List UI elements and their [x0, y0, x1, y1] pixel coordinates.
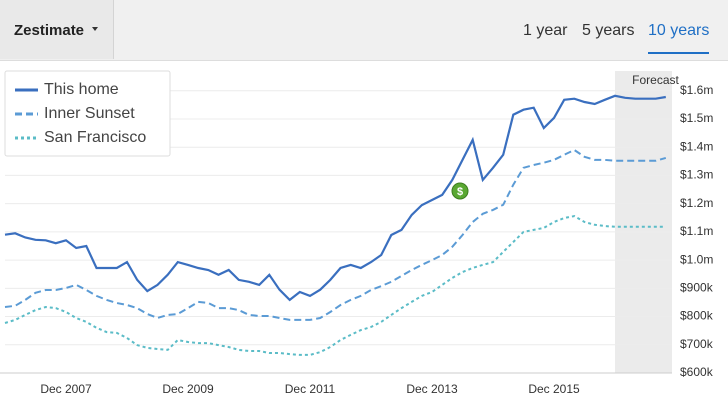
- legend-label: Inner Sunset: [44, 105, 135, 122]
- x-tick-label: Dec 2015: [528, 382, 580, 396]
- x-tick-label: Dec 2007: [40, 382, 92, 396]
- x-tick-label: Dec 2011: [285, 382, 336, 396]
- y-tick-label: $1.4m: [680, 139, 713, 153]
- y-tick-label: $1.2m: [680, 196, 713, 210]
- y-tick-label: $1.5m: [680, 111, 713, 125]
- series-line: [4, 215, 666, 356]
- forecast-label: Forecast: [632, 73, 679, 87]
- y-tick-label: $1.6m: [680, 83, 713, 97]
- legend-label: This home: [44, 81, 119, 98]
- y-tick-label: $1.3m: [680, 168, 713, 182]
- series-line: [4, 148, 667, 321]
- range-tab[interactable]: 1 year: [523, 22, 568, 39]
- legend: This home Inner Sunset San Francisco: [4, 70, 171, 157]
- legend-label: San Francisco: [44, 129, 146, 146]
- sale-icon: [451, 182, 469, 200]
- x-tick-label: Dec 2013: [406, 382, 458, 396]
- y-tick-label: $900k: [680, 280, 714, 294]
- toolbar: Zestimate 1 year 5 years 10 years: [0, 0, 728, 61]
- y-tick-label: $1.0m: [680, 252, 713, 266]
- y-tick-label: $700k: [680, 337, 714, 351]
- y-tick-label: $800k: [680, 309, 714, 323]
- forecast-band: [615, 71, 672, 373]
- series-line: [4, 94, 666, 302]
- sale-icon-label: $: [457, 186, 463, 198]
- y-tick-label: $1.1m: [680, 224, 713, 238]
- dropdown[interactable]: Zestimate: [0, 0, 114, 59]
- y-tick-label: $600k: [680, 365, 714, 379]
- range-tab[interactable]: 5 years: [582, 22, 635, 39]
- range-tab[interactable]: 10 years: [648, 22, 710, 54]
- x-tick-label: Dec 2009: [162, 382, 214, 396]
- legend-box: [4, 70, 171, 157]
